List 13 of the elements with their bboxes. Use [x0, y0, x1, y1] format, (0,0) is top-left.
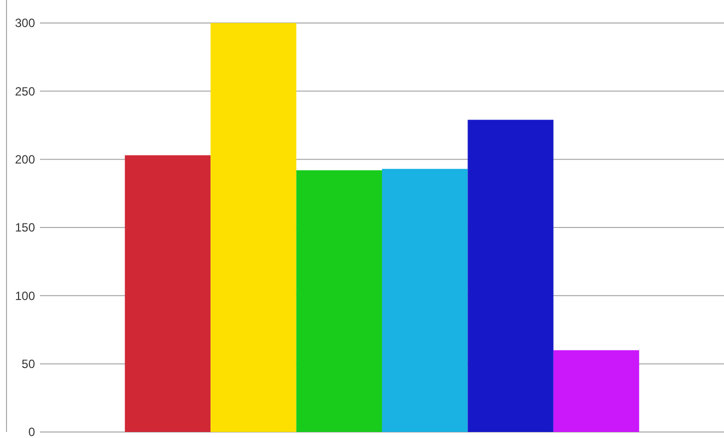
y-tick-label: 150 [14, 220, 36, 235]
bar [382, 168, 468, 432]
y-tick-label: 100 [14, 288, 36, 303]
bar [124, 155, 211, 432]
bar [296, 170, 382, 432]
bar [468, 120, 554, 432]
bar [553, 350, 640, 432]
bar [210, 23, 296, 432]
y-tick-label: 250 [14, 84, 36, 98]
y-tick-label: 200 [14, 152, 36, 167]
y-tick-label: 300 [14, 16, 36, 30]
y-tick-label: 0 [28, 425, 36, 438]
y-tick-label: 50 [22, 357, 36, 372]
